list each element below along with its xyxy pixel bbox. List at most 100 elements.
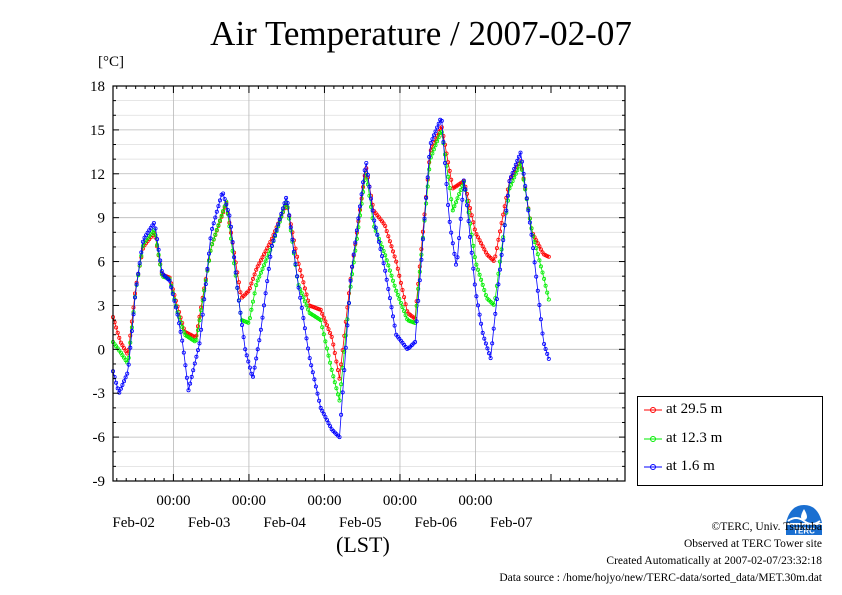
data-point (466, 210, 471, 215)
data-point (261, 303, 266, 308)
data-point (353, 248, 358, 253)
data-point (389, 244, 394, 249)
data-point (180, 338, 185, 343)
data-point (430, 151, 435, 156)
legend-label: at 1.6 m (666, 458, 715, 474)
data-point (302, 326, 307, 331)
data-point (140, 239, 145, 244)
data-point (538, 247, 543, 252)
data-point (425, 184, 430, 189)
data-point (216, 204, 221, 209)
data-point (274, 227, 279, 232)
data-point (499, 220, 504, 225)
data-point (447, 185, 452, 190)
data-point (232, 261, 237, 266)
data-point (287, 213, 292, 218)
data-point (169, 285, 174, 290)
data-point (444, 181, 449, 186)
data-point (129, 319, 134, 324)
data-point (526, 208, 531, 213)
data-point (296, 285, 301, 290)
data-point (486, 351, 491, 356)
data-point (178, 329, 183, 334)
data-point (197, 318, 202, 323)
data-point (516, 164, 521, 169)
data-point (299, 291, 304, 296)
data-point (543, 283, 548, 288)
data-point (468, 234, 473, 239)
data-point (153, 226, 158, 231)
data-point (386, 234, 391, 239)
data-point (156, 247, 161, 252)
data-point (543, 346, 548, 351)
data-point (331, 342, 336, 347)
data-point (257, 261, 262, 266)
data-point (249, 307, 254, 312)
data-point (265, 246, 270, 251)
legend-marker-icon (644, 436, 662, 442)
data-point (261, 252, 266, 257)
data-point (370, 208, 375, 213)
data-point (299, 274, 304, 279)
data-point (482, 336, 487, 341)
data-point (337, 435, 342, 440)
data-point (114, 380, 119, 385)
data-point (326, 327, 331, 332)
x-date-label: Feb-04 (263, 515, 306, 531)
data-point (184, 375, 189, 380)
data-point (309, 363, 314, 368)
data-point (227, 213, 232, 218)
data-point (499, 247, 504, 252)
data-point (491, 258, 496, 263)
data-point (390, 314, 395, 319)
data-point (210, 242, 215, 247)
data-point (247, 365, 252, 370)
data-point (194, 354, 199, 359)
data-point (241, 335, 246, 340)
data-point (435, 125, 440, 130)
data-point (452, 251, 457, 256)
x-date-label: Feb-06 (414, 515, 457, 531)
data-point (496, 282, 501, 287)
data-point (368, 204, 373, 209)
x-date-label: Feb-03 (188, 515, 231, 531)
data-point (205, 266, 210, 271)
data-point (538, 264, 543, 269)
data-point (450, 208, 455, 213)
legend-label: at 29.5 m (666, 401, 723, 417)
data-point (392, 323, 397, 328)
data-point (252, 365, 257, 370)
data-point (217, 198, 222, 203)
data-point (339, 412, 344, 417)
data-point (520, 167, 525, 172)
data-point (236, 298, 241, 303)
data-point (416, 298, 421, 303)
data-point (466, 219, 471, 224)
data-point (268, 254, 273, 259)
data-point (172, 298, 177, 303)
data-point (390, 249, 395, 254)
data-point (258, 327, 263, 332)
data-point (332, 380, 337, 385)
terc-logo-icon: TERC (784, 503, 824, 537)
data-point (346, 291, 351, 296)
data-point (351, 252, 356, 257)
data-point (494, 297, 499, 302)
data-point (233, 270, 238, 275)
data-point (126, 362, 131, 367)
data-point (301, 315, 306, 320)
data-point (436, 121, 441, 126)
data-point (441, 139, 446, 144)
data-point (257, 274, 262, 279)
data-point (304, 292, 309, 297)
data-point (307, 356, 312, 361)
data-point (194, 333, 199, 338)
data-point (384, 229, 389, 234)
data-point (469, 213, 474, 218)
data-point (452, 204, 457, 209)
data-point (252, 272, 257, 277)
data-point (239, 322, 244, 327)
data-point (120, 343, 125, 348)
data-point (457, 236, 462, 241)
data-point (158, 258, 163, 263)
